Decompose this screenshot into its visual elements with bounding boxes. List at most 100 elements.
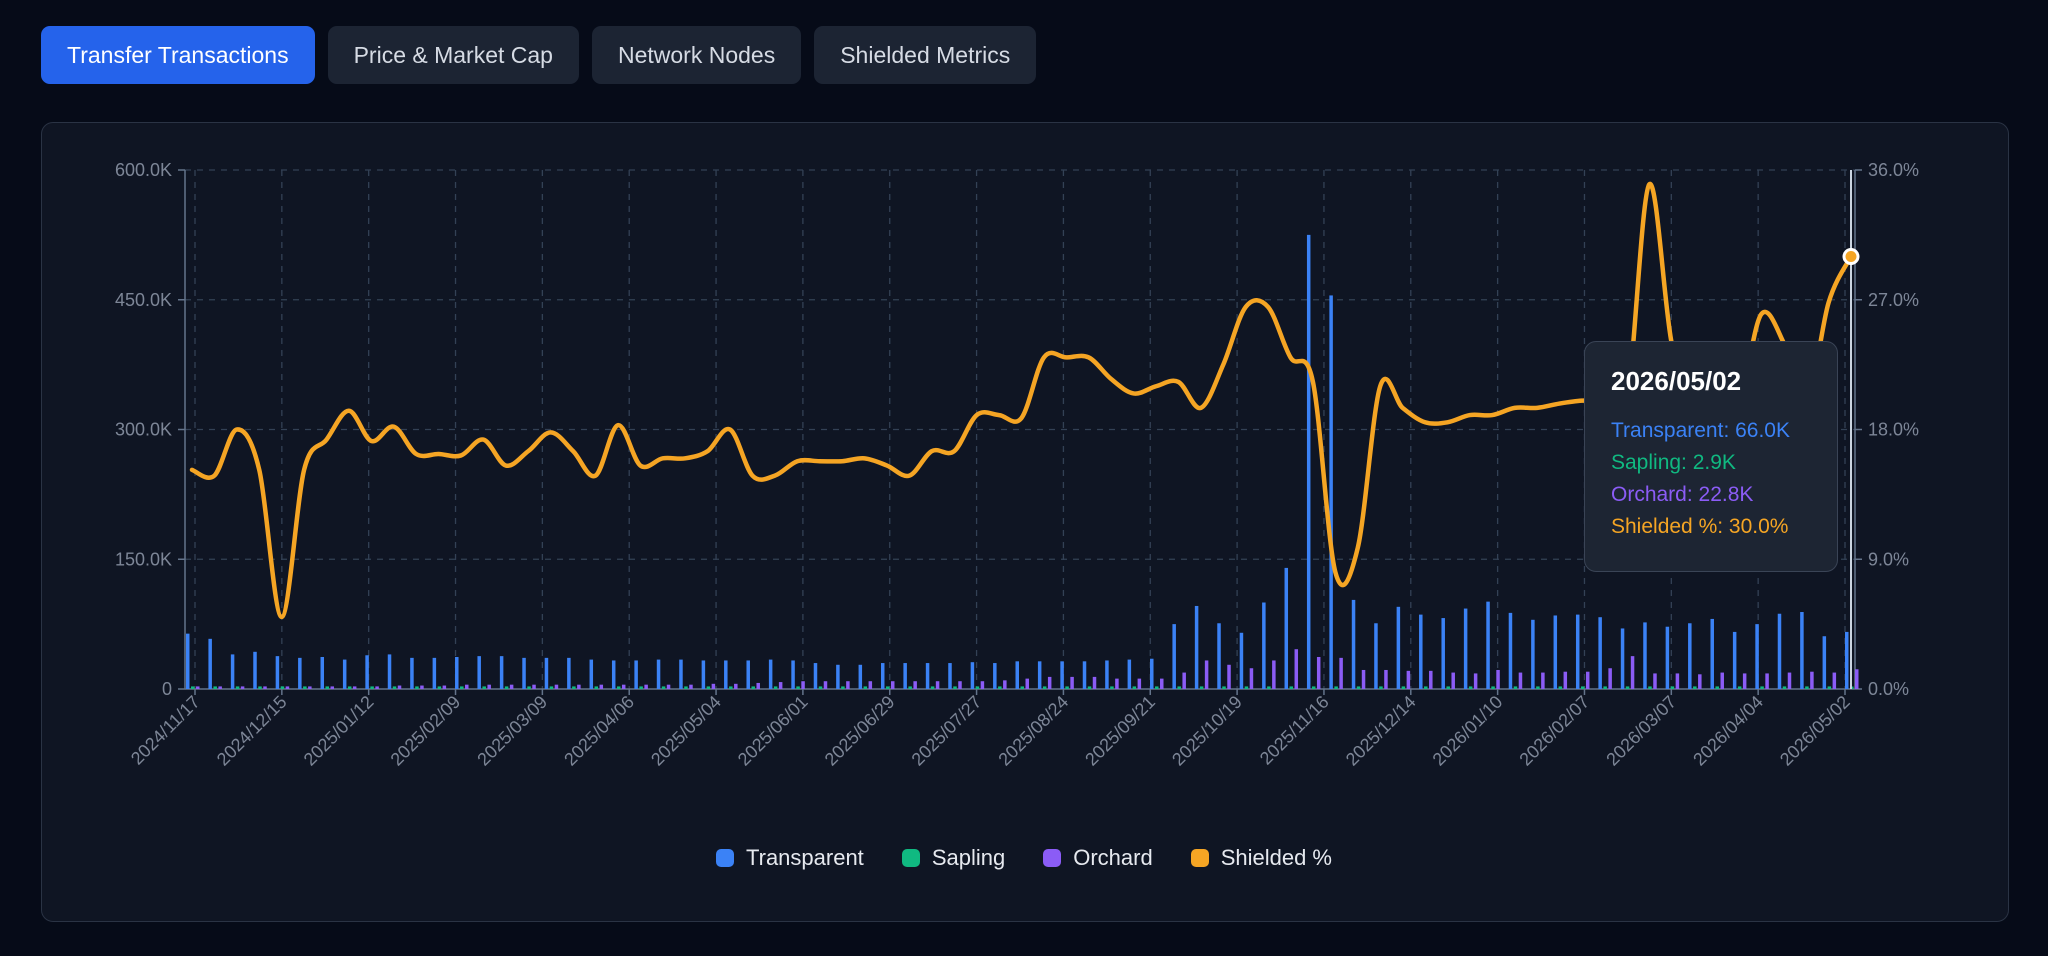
- bar-transparent: [1194, 605, 1199, 689]
- x-tick-label: 2025/05/04: [647, 692, 725, 770]
- tab-shielded-metrics[interactable]: Shielded Metrics: [814, 26, 1037, 84]
- tooltip-orchard: Orchard: 22.8K: [1611, 483, 1754, 506]
- legend-shielded[interactable]: Shielded %: [1190, 845, 1332, 871]
- bar-orchard: [1675, 673, 1680, 689]
- bar-sapling: [998, 686, 1002, 689]
- tab-transfer-transactions[interactable]: Transfer Transactions: [41, 26, 315, 84]
- bar-transparent: [275, 656, 280, 689]
- bar-transparent: [1217, 623, 1221, 689]
- bar-orchard: [890, 681, 895, 689]
- bar-transparent: [813, 663, 818, 689]
- bar-sapling: [1648, 686, 1652, 689]
- bar-orchard: [1249, 668, 1254, 689]
- bar-sapling: [1491, 686, 1495, 689]
- legend-shielded-swatch: [1190, 849, 1209, 867]
- bar-orchard: [1832, 672, 1837, 689]
- bar-sapling: [1110, 686, 1114, 689]
- bar-orchard: [689, 684, 693, 689]
- bar-transparent: [858, 664, 863, 689]
- bar-orchard: [465, 684, 469, 689]
- bar-sapling: [1087, 686, 1092, 689]
- bar-transparent: [432, 657, 437, 689]
- bar-sapling: [863, 686, 868, 689]
- bar-transparent: [455, 656, 459, 689]
- bar-transparent: [836, 664, 840, 689]
- x-tick-label: 2026/05/02: [1776, 692, 1854, 770]
- bar-transparent: [1643, 622, 1647, 689]
- bar-orchard: [1092, 676, 1097, 689]
- bar-sapling: [549, 686, 554, 689]
- y-right-tick-label: 36.0%: [1868, 160, 1919, 180]
- bar-transparent: [880, 663, 885, 689]
- bar-transparent: [1060, 661, 1064, 689]
- y-right-tick-label: 0.0%: [1868, 679, 1909, 699]
- bar-transparent: [1037, 661, 1042, 689]
- bar-transparent: [679, 659, 683, 689]
- bar-sapling: [258, 686, 262, 689]
- bar-sapling: [504, 686, 509, 689]
- bar-orchard: [711, 683, 716, 689]
- bar-transparent: [948, 663, 952, 689]
- bar-transparent: [1508, 612, 1513, 689]
- bar-orchard: [935, 681, 940, 689]
- bar-orchard: [1361, 669, 1366, 689]
- bar-sapling: [370, 686, 374, 689]
- bar-sapling: [1155, 686, 1159, 689]
- bar-sapling: [1379, 686, 1383, 689]
- bar-orchard: [1742, 673, 1747, 689]
- x-tick-label: 2026/03/07: [1602, 692, 1680, 770]
- tab-network-nodes[interactable]: Network Nodes: [591, 26, 802, 84]
- bar-orchard: [1496, 669, 1500, 689]
- tooltip-shielded: Shielded %: 30.0%: [1611, 515, 1789, 538]
- bar-orchard: [532, 684, 536, 689]
- tab-bar: Transfer Transactions Price & Market Cap…: [41, 26, 1037, 84]
- tab-price-market-cap[interactable]: Price & Market Cap: [327, 26, 579, 84]
- bar-orchard: [285, 686, 290, 689]
- bar-orchard: [1182, 672, 1186, 689]
- bar-sapling: [796, 686, 800, 689]
- legend-orchard-label: Orchard: [1073, 845, 1153, 870]
- bar-transparent: [791, 660, 795, 689]
- bar-sapling: [751, 686, 755, 689]
- bar-sapling: [1580, 686, 1585, 689]
- bar-sapling: [1625, 686, 1630, 689]
- bar-orchard: [846, 681, 850, 689]
- bar-transparent: [298, 657, 302, 689]
- bar-orchard: [375, 686, 379, 689]
- bar-sapling: [841, 686, 845, 689]
- bar-orchard: [308, 686, 312, 689]
- legend-sapling[interactable]: Sapling: [901, 845, 1005, 871]
- bar-orchard: [1272, 660, 1276, 689]
- y-left-tick-label: 0: [162, 679, 172, 699]
- bar-transparent: [1755, 624, 1759, 689]
- bar-sapling: [594, 686, 599, 689]
- bar-transparent: [1486, 601, 1490, 689]
- legend-orchard[interactable]: Orchard: [1043, 845, 1153, 871]
- bar-transparent: [320, 656, 325, 689]
- legend-transparent[interactable]: Transparent: [716, 845, 864, 871]
- bar-transparent: [1822, 636, 1827, 689]
- bar-orchard: [1585, 671, 1590, 689]
- bar-sapling: [908, 686, 912, 689]
- bar-orchard: [509, 684, 514, 689]
- chart-tooltip: 2026/05/02 Transparent: 66.0K Sapling: 2…: [1584, 341, 1838, 572]
- bar-orchard: [1855, 669, 1859, 689]
- bar-transparent: [1732, 631, 1737, 689]
- bar-transparent: [746, 660, 750, 689]
- bar-sapling: [437, 686, 442, 689]
- bar-transparent: [230, 654, 235, 689]
- bar-transparent: [499, 656, 504, 689]
- bar-orchard: [1563, 671, 1568, 689]
- tooltip-date: 2026/05/02: [1611, 366, 1742, 396]
- bar-orchard: [1518, 672, 1523, 689]
- bar-sapling: [325, 686, 330, 689]
- bar-transparent: [1262, 602, 1266, 689]
- bar-transparent: [342, 659, 347, 689]
- bar-orchard: [1294, 649, 1299, 689]
- bar-transparent: [186, 633, 190, 689]
- bar-transparent: [208, 638, 212, 689]
- bar-orchard: [644, 684, 648, 689]
- highlighted-point: [1842, 248, 1860, 265]
- bar-sapling: [1199, 686, 1204, 689]
